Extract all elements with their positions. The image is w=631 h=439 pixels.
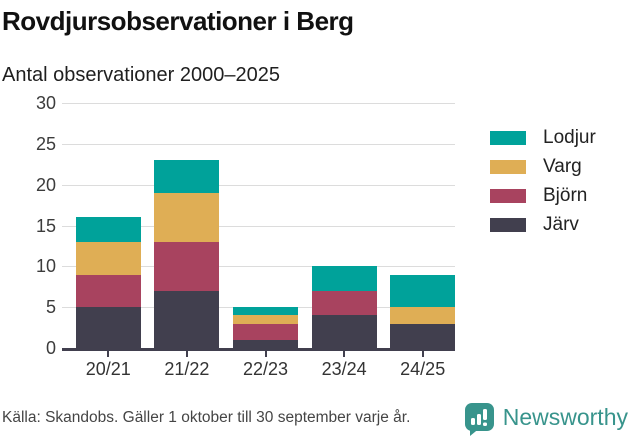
bar-24-25-lodjur — [390, 274, 456, 308]
x-axis-label-23-24: 23/24 — [321, 359, 367, 379]
bar-22-23-lodjur — [233, 307, 298, 316]
bar-24-25-varg — [390, 307, 456, 324]
y-axis-label-0: 0 — [45, 338, 56, 358]
bar-21-22-lodjur — [154, 160, 220, 193]
gridline-10 — [62, 266, 455, 268]
bar-22-23-bjrn — [233, 323, 298, 340]
y-axis-label-30: 30 — [35, 93, 56, 113]
x-tick — [107, 351, 110, 357]
bar-22-23-varg — [233, 315, 298, 324]
gridline-30 — [62, 103, 455, 104]
legend-item-bjorn: Björn — [490, 181, 596, 210]
x-tick — [343, 351, 346, 357]
brand-name[interactable]: Newsworthy — [502, 404, 628, 430]
legend-label: Varg — [543, 155, 582, 177]
y-axis-label-10: 10 — [35, 256, 56, 277]
gridline-25 — [62, 143, 455, 145]
x-tick — [185, 351, 188, 357]
legend-label: Björn — [543, 184, 588, 206]
bar-24-25-jrv — [390, 323, 456, 348]
newsworthy-logo-icon — [464, 403, 494, 436]
legend-swatch-bjorn — [490, 188, 526, 203]
x-tick — [264, 351, 267, 357]
legend-item-varg: Varg — [490, 152, 596, 181]
legend-label: Lodjur — [543, 126, 596, 148]
bar-23-24-lodjur — [311, 266, 377, 291]
legend-label: Järv — [543, 213, 579, 235]
bar-21-22-bjrn — [154, 241, 220, 291]
y-axis-label-20: 20 — [35, 174, 56, 195]
legend-item-jarv: Järv — [490, 210, 596, 239]
x-axis-label-21-22: 21/22 — [164, 359, 210, 379]
bar-20-21-varg — [75, 241, 141, 275]
bar-22-23-jrv — [233, 339, 298, 348]
legend-swatch-jarv — [490, 217, 526, 232]
source-note: Källa: Skandobs. Gäller 1 oktober till 3… — [2, 409, 411, 426]
bar-20-21-jrv — [75, 307, 141, 348]
x-axis-label-24-25: 24/25 — [400, 359, 446, 379]
legend-item-lodjur: Lodjur — [490, 123, 596, 152]
bar-23-24-bjrn — [311, 290, 377, 316]
chart-title: Rovdjursobservationer i Berg — [2, 6, 354, 36]
x-axis-line — [62, 348, 455, 351]
y-axis-label-15: 15 — [35, 215, 56, 236]
x-tick — [421, 351, 424, 357]
bar-23-24-jrv — [311, 315, 377, 348]
x-axis-label-20-21: 20/21 — [85, 359, 131, 379]
gridline-20 — [62, 184, 455, 186]
legend-swatch-varg — [490, 159, 526, 174]
bar-21-22-varg — [154, 192, 220, 242]
gridline-15 — [62, 225, 455, 227]
legend-swatch-lodjur — [490, 130, 526, 145]
x-axis-label-22-23: 22/23 — [242, 359, 289, 379]
y-axis-label-25: 25 — [35, 133, 56, 154]
plot-area — [62, 103, 456, 357]
newsworthy-brand[interactable]: Newsworthy — [463, 399, 628, 436]
bar-20-21-bjrn — [75, 274, 141, 308]
chart-subtitle: Antal observationer 2000–2025 — [2, 64, 280, 86]
y-axis-label-5: 5 — [45, 297, 56, 318]
legend: Lodjur Varg Björn Järv — [490, 123, 596, 239]
bar-21-22-jrv — [154, 290, 220, 348]
bar-20-21-lodjur — [75, 217, 141, 242]
